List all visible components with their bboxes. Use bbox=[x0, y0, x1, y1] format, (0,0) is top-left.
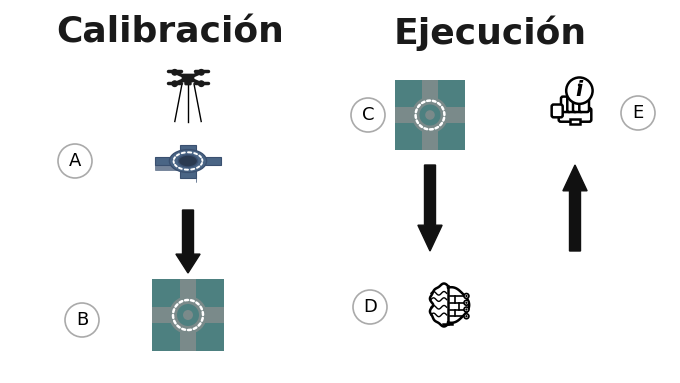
Circle shape bbox=[465, 308, 468, 311]
Circle shape bbox=[578, 83, 581, 87]
Text: i: i bbox=[576, 80, 583, 100]
Circle shape bbox=[465, 315, 468, 318]
FancyBboxPatch shape bbox=[182, 74, 194, 82]
FancyBboxPatch shape bbox=[185, 80, 191, 85]
Circle shape bbox=[412, 97, 448, 133]
Circle shape bbox=[464, 300, 469, 305]
FancyBboxPatch shape bbox=[422, 80, 438, 149]
Text: B: B bbox=[76, 311, 88, 329]
Circle shape bbox=[351, 98, 385, 132]
Circle shape bbox=[465, 295, 468, 297]
Polygon shape bbox=[155, 165, 188, 170]
Polygon shape bbox=[155, 157, 188, 165]
Ellipse shape bbox=[178, 155, 198, 167]
FancyBboxPatch shape bbox=[567, 95, 577, 112]
FancyBboxPatch shape bbox=[579, 97, 589, 112]
Circle shape bbox=[566, 77, 592, 104]
Text: D: D bbox=[363, 298, 377, 316]
FancyBboxPatch shape bbox=[396, 80, 464, 149]
FancyBboxPatch shape bbox=[570, 119, 580, 124]
FancyBboxPatch shape bbox=[559, 108, 592, 122]
FancyBboxPatch shape bbox=[152, 279, 224, 351]
Circle shape bbox=[172, 81, 177, 87]
Circle shape bbox=[199, 70, 204, 75]
Circle shape bbox=[465, 302, 468, 304]
Circle shape bbox=[465, 315, 468, 318]
Circle shape bbox=[464, 293, 469, 298]
Polygon shape bbox=[180, 144, 197, 161]
FancyBboxPatch shape bbox=[561, 97, 571, 112]
Circle shape bbox=[199, 81, 204, 87]
FancyBboxPatch shape bbox=[396, 107, 464, 123]
FancyArrow shape bbox=[563, 165, 587, 251]
Circle shape bbox=[58, 144, 92, 178]
Text: C: C bbox=[362, 106, 374, 124]
Circle shape bbox=[169, 296, 207, 334]
Circle shape bbox=[172, 70, 177, 75]
Circle shape bbox=[465, 301, 468, 304]
Circle shape bbox=[465, 308, 468, 311]
FancyBboxPatch shape bbox=[180, 279, 196, 351]
Circle shape bbox=[425, 110, 435, 120]
Polygon shape bbox=[180, 161, 197, 177]
FancyBboxPatch shape bbox=[152, 307, 224, 323]
Text: Ejecución: Ejecución bbox=[394, 15, 587, 51]
Ellipse shape bbox=[169, 150, 207, 172]
Circle shape bbox=[420, 105, 441, 126]
Circle shape bbox=[177, 304, 199, 326]
Circle shape bbox=[65, 303, 99, 337]
Text: A: A bbox=[69, 152, 81, 170]
Circle shape bbox=[183, 310, 193, 320]
Text: E: E bbox=[632, 104, 644, 122]
Circle shape bbox=[621, 96, 655, 130]
Text: Calibración: Calibración bbox=[56, 15, 284, 49]
Circle shape bbox=[353, 290, 387, 324]
FancyBboxPatch shape bbox=[573, 95, 583, 112]
FancyArrow shape bbox=[418, 165, 442, 251]
Circle shape bbox=[464, 307, 469, 312]
FancyBboxPatch shape bbox=[551, 105, 562, 117]
FancyArrow shape bbox=[176, 210, 200, 273]
Circle shape bbox=[465, 295, 468, 297]
Polygon shape bbox=[188, 157, 221, 165]
Circle shape bbox=[464, 314, 469, 319]
